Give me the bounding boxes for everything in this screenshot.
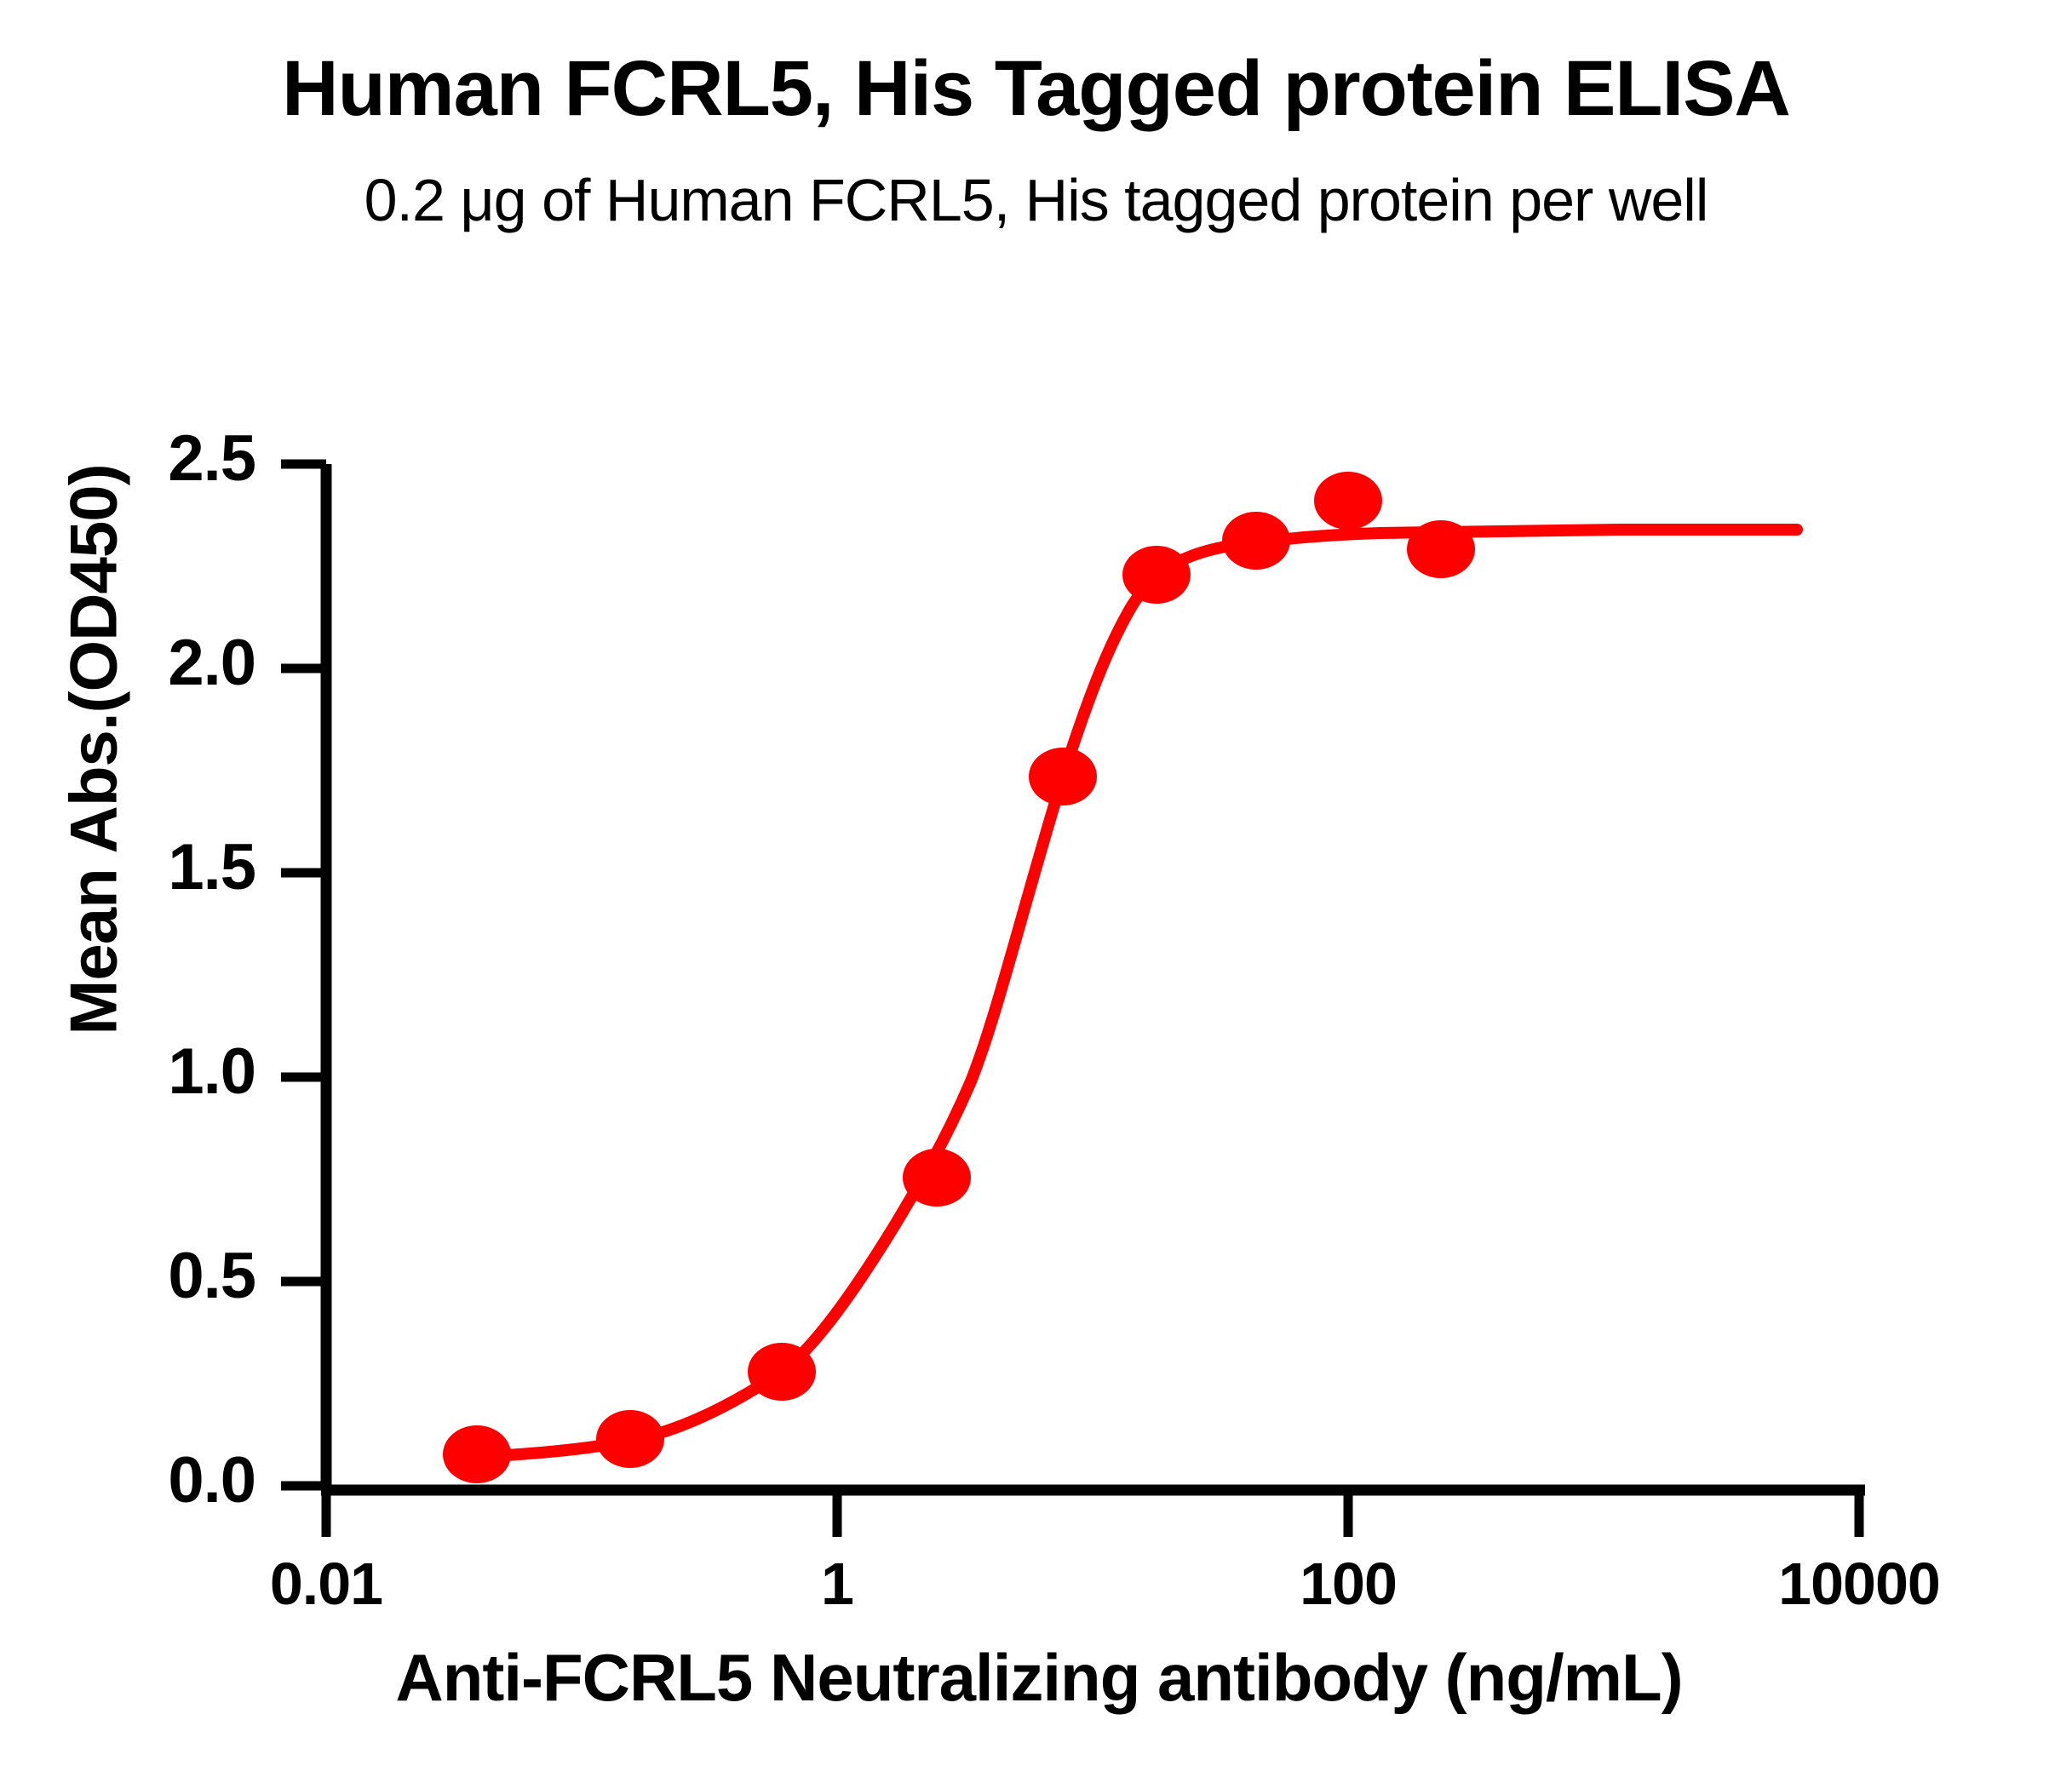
chart-title: Human FCRL5, His Tagged protein ELISA xyxy=(282,45,1791,132)
y-tick-marks xyxy=(281,459,326,1491)
data-point xyxy=(443,1425,511,1483)
data-point xyxy=(1122,546,1191,604)
data-point xyxy=(596,1410,664,1468)
data-point xyxy=(1029,748,1097,806)
y-tick-label: 2.5 xyxy=(168,422,256,495)
data-point xyxy=(1222,512,1290,570)
fit-curve xyxy=(471,523,1803,1463)
y-tick-label: 0.5 xyxy=(168,1240,256,1312)
y-tick-label: 2.0 xyxy=(168,627,256,699)
x-tick-label: 10000 xyxy=(1778,1551,1941,1617)
x-tick-label: 0.01 xyxy=(269,1551,383,1617)
y-axis-title: Mean Abs.(OD450) xyxy=(55,464,131,1035)
data-point xyxy=(748,1343,816,1401)
data-point xyxy=(1407,520,1475,578)
data-points xyxy=(443,472,1475,1483)
y-tick-label: 1.0 xyxy=(168,1035,256,1108)
chart-subtitle: 0.2 μg of Human FCRL5, His tagged protei… xyxy=(364,167,1709,233)
data-point xyxy=(1314,472,1382,530)
x-tick-label: 100 xyxy=(1300,1551,1398,1617)
data-point xyxy=(903,1149,971,1207)
y-tick-label: 0.0 xyxy=(168,1444,256,1516)
x-tick-label: 1 xyxy=(821,1551,854,1617)
x-tick-marks xyxy=(321,1490,1864,1537)
y-tick-label: 1.5 xyxy=(168,831,256,903)
x-axis-title: Anti-FCRL5 Neutralizing antibody (ng/mL) xyxy=(395,1640,1683,1715)
